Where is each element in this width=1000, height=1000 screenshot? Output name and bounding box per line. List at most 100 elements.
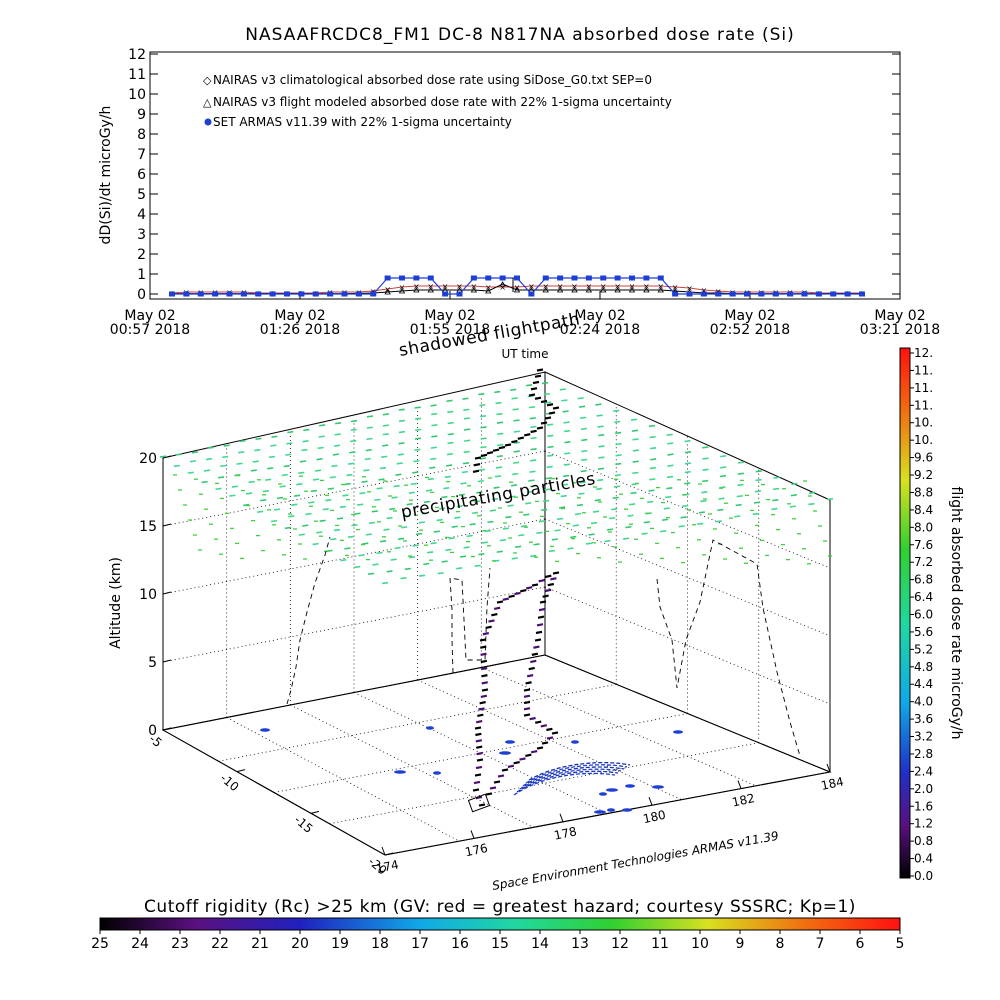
precip-marker bbox=[585, 542, 593, 545]
precip-marker bbox=[403, 514, 411, 517]
precip-marker bbox=[472, 511, 479, 515]
top-x-tick-date: May 02 bbox=[574, 308, 625, 324]
precip-marker bbox=[720, 466, 727, 469]
flight-track-marker bbox=[546, 736, 554, 740]
top-y-tick-label: 10 bbox=[128, 87, 146, 103]
flight-track-marker bbox=[517, 436, 525, 440]
grid-line bbox=[329, 742, 759, 825]
series-flight-modeled-point bbox=[643, 287, 650, 293]
precip-marker bbox=[632, 449, 639, 452]
precip-marker bbox=[684, 482, 691, 485]
rigidity-bar-label: Cutoff rigidity (Rc) >25 km (GV: red = g… bbox=[144, 897, 856, 917]
precip-marker bbox=[425, 489, 433, 492]
precip-marker bbox=[427, 477, 434, 481]
top-y-tick-label: 11 bbox=[128, 67, 146, 83]
precip-marker bbox=[596, 487, 603, 491]
rigidity-bar-tick-label: 23 bbox=[171, 936, 189, 952]
precip-marker bbox=[543, 392, 550, 396]
dose-colorbar-tick-label: 12. bbox=[914, 346, 933, 360]
top-x-tick-date: May 02 bbox=[274, 308, 325, 324]
grid-line bbox=[544, 518, 831, 637]
precip-marker bbox=[592, 510, 600, 513]
precip-marker bbox=[510, 388, 517, 392]
precip-marker bbox=[430, 541, 437, 545]
dose-colorbar-tick-label: 11. bbox=[914, 363, 933, 377]
precip-marker bbox=[463, 450, 470, 454]
precip-marker bbox=[410, 482, 417, 486]
precip-marker bbox=[564, 441, 571, 444]
precip-marker bbox=[701, 479, 709, 483]
precip-marker bbox=[441, 560, 448, 563]
precip-marker bbox=[734, 515, 741, 518]
precip-marker bbox=[386, 516, 393, 520]
precip-marker bbox=[544, 488, 551, 491]
precip-marker bbox=[364, 457, 371, 461]
flight-track-marker bbox=[474, 726, 482, 730]
precip-marker bbox=[350, 439, 357, 443]
series-climatological-point: × bbox=[571, 282, 578, 291]
precip-marker bbox=[447, 441, 454, 445]
precip-marker bbox=[530, 448, 537, 451]
flight-track-marker bbox=[530, 429, 537, 434]
precip-marker bbox=[418, 574, 426, 577]
rigidity-bar-ticks: 25 24 23 22 21 20 19 18 17 16 15 14 13 12 11 10 9 8 7 6 5 bbox=[91, 930, 904, 952]
precip-marker bbox=[447, 433, 454, 436]
precip-marker bbox=[445, 548, 452, 552]
start-marker bbox=[467, 793, 491, 813]
lon-tick-label: 176 bbox=[464, 841, 489, 859]
rigidity-bar-tick-label: 5 bbox=[896, 936, 905, 952]
precip-marker bbox=[518, 534, 525, 537]
precip-marker bbox=[456, 505, 463, 508]
series-armas-point bbox=[384, 275, 391, 281]
series-climatological-point: × bbox=[485, 283, 492, 292]
flight-track-marker bbox=[492, 448, 500, 452]
flight-track-marker bbox=[546, 403, 554, 407]
precip-marker bbox=[479, 457, 486, 460]
dose-colorbar-tick-label: 6.8 bbox=[914, 573, 933, 587]
flight-track-marker bbox=[551, 731, 559, 735]
precip-marker bbox=[401, 526, 408, 529]
dose-colorbar-tick-label: 10. bbox=[914, 433, 933, 447]
rigidity-contour-blob bbox=[607, 808, 615, 812]
precip-marker bbox=[366, 415, 374, 418]
precip-marker bbox=[205, 457, 213, 461]
precip-marker bbox=[446, 452, 454, 456]
precip-marker bbox=[515, 545, 522, 548]
rigidity-contour-blob bbox=[599, 792, 607, 796]
precip-marker bbox=[649, 466, 657, 470]
series-armas-point bbox=[787, 291, 794, 297]
precip-marker bbox=[408, 556, 415, 559]
dose-colorbar-tick-label: 3.6 bbox=[914, 712, 933, 726]
precip-marker bbox=[625, 525, 632, 529]
precip-marker bbox=[413, 459, 420, 463]
precip-marker bbox=[268, 455, 276, 459]
flight-track-marker bbox=[479, 700, 486, 705]
precip-marker bbox=[480, 437, 487, 440]
precip-marker bbox=[615, 462, 622, 466]
precip-marker bbox=[578, 492, 585, 495]
flight-track-marker bbox=[498, 445, 506, 450]
z-tick-label: 5 bbox=[148, 655, 157, 671]
precip-marker bbox=[649, 435, 656, 439]
flight-track-marker bbox=[540, 724, 548, 728]
series-armas-point bbox=[269, 291, 276, 297]
precip-marker bbox=[351, 524, 358, 527]
precip-marker bbox=[344, 482, 351, 486]
series-armas-point bbox=[600, 275, 607, 281]
precip-marker bbox=[538, 520, 546, 523]
precip-marker bbox=[496, 421, 504, 424]
precip-marker bbox=[513, 419, 520, 422]
series-flight-modeled-point bbox=[413, 287, 420, 293]
precip-marker bbox=[507, 504, 514, 507]
precip-marker bbox=[613, 485, 620, 488]
precip-marker bbox=[684, 439, 691, 443]
precip-marker bbox=[528, 406, 535, 409]
series-armas-point bbox=[844, 291, 851, 297]
precip-marker bbox=[287, 430, 294, 434]
rigidity-bar-tick-label: 7 bbox=[816, 936, 825, 952]
flight-track-marker bbox=[489, 786, 497, 790]
precip-marker bbox=[496, 412, 503, 416]
dose-colorbar-tick-label: 11. bbox=[914, 381, 933, 395]
top-plot-frame bbox=[149, 51, 901, 300]
